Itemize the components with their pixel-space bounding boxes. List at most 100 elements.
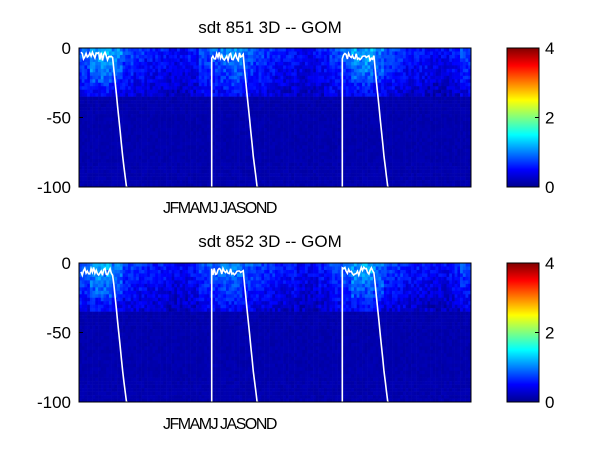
heatmap-cell	[174, 141, 178, 146]
heatmap-cell	[174, 152, 178, 157]
heatmap-cell	[204, 138, 208, 143]
heatmap-cell	[206, 162, 210, 167]
heatmap-cell	[348, 107, 352, 111]
heatmap-cell	[125, 117, 129, 122]
heatmap-cell	[242, 117, 246, 122]
heatmap-cell	[171, 51, 175, 56]
heatmap-cell	[160, 72, 164, 77]
heatmap-cell	[408, 82, 412, 87]
heatmap-cell	[294, 141, 298, 146]
heatmap-cell	[255, 96, 259, 101]
heatmap-cell	[386, 110, 390, 115]
heatmap-cell	[98, 93, 102, 97]
heatmap-cell	[185, 131, 189, 136]
heatmap-cell	[313, 68, 317, 73]
heatmap-cell	[334, 103, 338, 108]
heatmap-cell	[313, 159, 317, 163]
heatmap-cell	[291, 107, 295, 111]
heatmap-cell	[198, 100, 202, 104]
heatmap-cell	[264, 96, 268, 101]
heatmap-cell	[329, 86, 333, 90]
heatmap-cell	[182, 159, 186, 163]
heatmap-cell	[122, 75, 126, 80]
heatmap-cell	[174, 96, 178, 101]
heatmap-cell	[226, 48, 230, 52]
heatmap-cell	[136, 120, 140, 125]
heatmap-cell	[397, 89, 401, 94]
heatmap-cell	[392, 169, 396, 174]
heatmap-cell	[370, 96, 374, 101]
heatmap-cell	[392, 138, 396, 143]
heatmap-cell	[220, 159, 224, 163]
heatmap-cell	[236, 155, 240, 160]
heatmap-cell	[122, 96, 126, 101]
heatmap-cell	[231, 117, 235, 122]
heatmap-cell	[247, 148, 251, 153]
heatmap-cell	[125, 93, 129, 97]
heatmap-cell	[171, 61, 175, 66]
heatmap-cell	[114, 96, 118, 101]
heatmap-cell	[294, 159, 298, 163]
heatmap-cell	[185, 68, 189, 73]
heatmap-cell	[315, 86, 319, 90]
heatmap-cell	[264, 89, 268, 94]
heatmap-cell	[81, 169, 85, 174]
heatmap-cell	[152, 107, 156, 111]
heatmap-cell	[402, 145, 406, 150]
heatmap-cell	[147, 89, 151, 94]
heatmap-cell	[117, 100, 121, 104]
heatmap-cell	[100, 138, 104, 143]
heatmap-cell	[190, 100, 194, 104]
heatmap-cell	[367, 86, 371, 90]
heatmap-cell	[133, 138, 137, 143]
heatmap-cell	[294, 96, 298, 101]
heatmap-cell	[343, 48, 347, 52]
heatmap-cell	[108, 51, 112, 56]
heatmap-cell	[160, 169, 164, 174]
heatmap-cell	[397, 65, 401, 70]
heatmap-cell	[381, 155, 385, 160]
heatmap-cell	[111, 183, 115, 188]
heatmap-cell	[138, 89, 142, 94]
heatmap-cell	[100, 173, 104, 177]
heatmap-cell	[182, 166, 186, 170]
heatmap-cell	[155, 68, 159, 73]
heatmap-cell	[212, 138, 216, 143]
heatmap-cell	[245, 58, 249, 63]
heatmap-cell	[160, 61, 164, 66]
heatmap-cell	[351, 89, 355, 94]
heatmap-cell	[283, 173, 287, 177]
heatmap-cell	[280, 68, 284, 73]
heatmap-cell	[285, 176, 289, 181]
heatmap-cell	[381, 96, 385, 101]
heatmap-cell	[234, 180, 238, 184]
heatmap-cell	[392, 114, 396, 118]
heatmap-cell	[375, 166, 379, 170]
heatmap-cell	[79, 110, 83, 115]
heatmap-cell	[258, 169, 262, 174]
heatmap-cell	[171, 145, 175, 150]
heatmap-cell	[98, 138, 102, 143]
heatmap-cell	[402, 68, 406, 73]
heatmap-cell	[190, 169, 194, 174]
heatmap-cell	[187, 107, 191, 111]
heatmap-cell	[103, 68, 107, 73]
heatmap-cell	[223, 131, 227, 136]
heatmap-cell	[166, 51, 170, 56]
heatmap-cell	[253, 103, 257, 108]
heatmap-cell	[313, 79, 317, 84]
heatmap-cell	[130, 100, 134, 104]
heatmap-cell	[332, 72, 336, 77]
heatmap-cell	[212, 120, 216, 125]
heatmap-cell	[245, 117, 249, 122]
heatmap-cell	[95, 183, 99, 188]
heatmap-cell	[318, 61, 322, 66]
heatmap-cell	[392, 103, 396, 108]
heatmap-cell	[386, 86, 390, 90]
heatmap-cell	[174, 173, 178, 177]
heatmap-cell	[302, 100, 306, 104]
heatmap-cell	[108, 61, 112, 66]
heatmap-cell	[103, 114, 107, 118]
heatmap-cell	[141, 124, 145, 129]
heatmap-cell	[220, 100, 224, 104]
